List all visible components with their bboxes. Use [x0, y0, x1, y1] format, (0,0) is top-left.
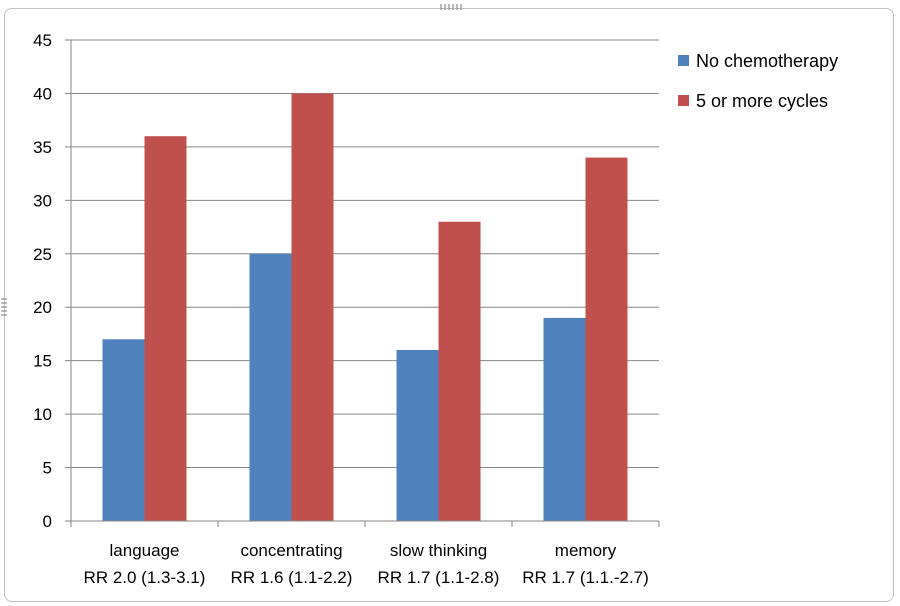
bar-no-chemotherapy — [249, 253, 292, 521]
x-category-rr-label: RR 1.6 (1.1-2.2) — [231, 568, 353, 587]
y-tick-label: 5 — [43, 459, 52, 478]
bar-5-or-more-cycles — [144, 136, 187, 521]
legend: No chemotherapy 5 or more cycles — [678, 51, 838, 111]
resize-handle-top[interactable] — [440, 4, 462, 10]
bars — [102, 93, 628, 522]
x-category-label: language — [110, 541, 180, 560]
bar-5-or-more-cycles — [438, 221, 481, 521]
y-tick-label: 0 — [43, 512, 52, 531]
y-tick-label: 45 — [33, 31, 52, 50]
resize-handle-left[interactable] — [1, 298, 7, 318]
x-category-rr-label: RR 2.0 (1.3-3.1) — [84, 568, 206, 587]
x-category-label: memory — [555, 541, 617, 560]
x-axis-categories: language RR 2.0 (1.3-3.1) concentrating RR … — [84, 541, 649, 587]
legend-swatch — [678, 55, 689, 66]
x-category-rr-label: RR 1.7 (1.1.-2.7) — [522, 568, 649, 587]
y-tick-label: 25 — [33, 245, 52, 264]
legend-label: No chemotherapy — [696, 51, 838, 71]
y-tick-label: 10 — [33, 405, 52, 424]
x-category-rr-label: RR 1.7 (1.1-2.8) — [378, 568, 500, 587]
bar-5-or-more-cycles — [291, 93, 334, 521]
bar-no-chemotherapy — [396, 349, 439, 521]
bar-no-chemotherapy — [102, 339, 145, 521]
y-tick-label: 40 — [33, 84, 52, 103]
y-tick-label: 30 — [33, 191, 52, 210]
bar-5-or-more-cycles — [585, 157, 628, 522]
legend-label: 5 or more cycles — [696, 91, 828, 111]
x-category-label: concentrating — [240, 541, 342, 560]
y-tick-label: 20 — [33, 298, 52, 317]
y-axis-ticks: 0 5 10 15 20 25 30 35 40 45 — [33, 31, 71, 531]
axes — [70, 40, 660, 527]
legend-swatch — [678, 95, 689, 106]
y-tick-label: 15 — [33, 352, 52, 371]
y-tick-label: 35 — [33, 138, 52, 157]
bar-no-chemotherapy — [543, 317, 586, 521]
x-category-label: slow thinking — [390, 541, 487, 560]
